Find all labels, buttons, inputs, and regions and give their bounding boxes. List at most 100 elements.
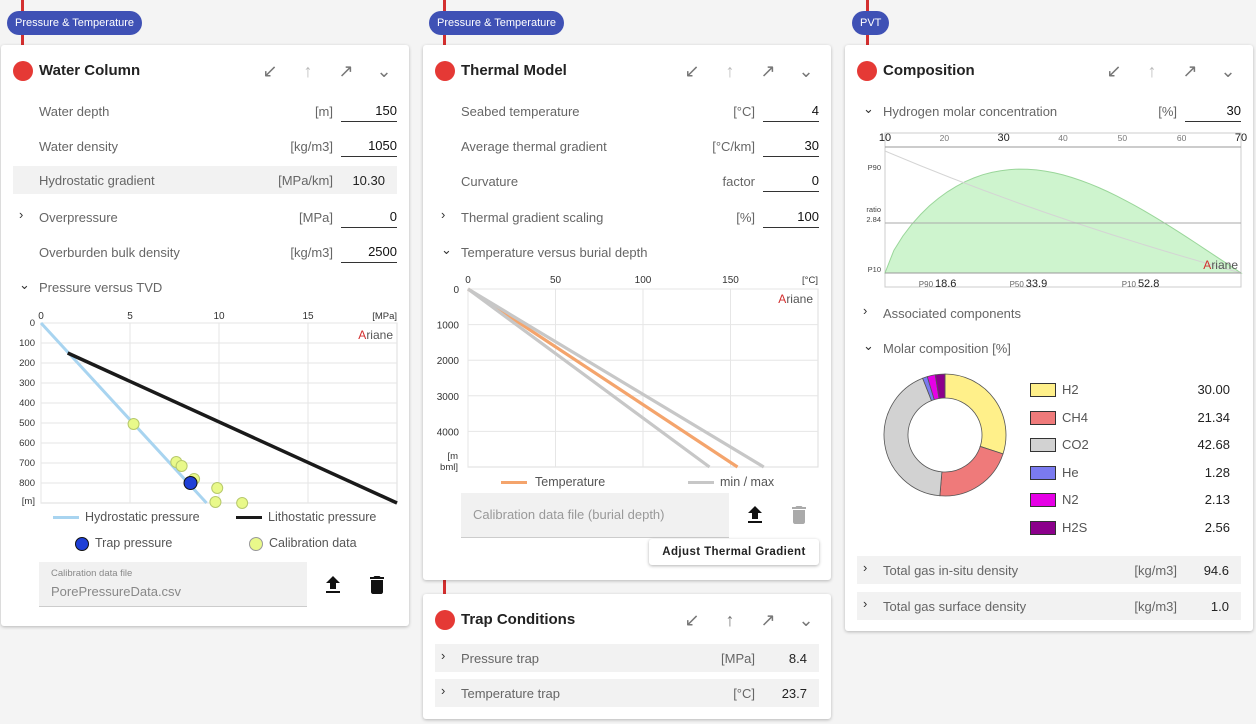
chevron-down-icon[interactable]: ⌄ (798, 610, 814, 630)
chevron-down-icon[interactable]: ⌄ (441, 242, 452, 257)
gas-name: CO2 (1062, 437, 1089, 452)
chart-watermark: Ariane (778, 292, 813, 306)
field-label: Water depth (39, 104, 110, 119)
chevron-right-icon[interactable]: › (441, 207, 446, 222)
chevron-right-icon[interactable]: › (863, 303, 868, 318)
gas-row-he: He 1.28 (1028, 463, 1232, 483)
x-tick-label: 50 (550, 275, 562, 286)
chevron-right-icon[interactable]: › (441, 648, 446, 663)
gas-row-h2: H2 30.00 (1028, 380, 1232, 400)
status-dot (435, 610, 455, 630)
associated-components-row[interactable]: › Associated components (857, 299, 1241, 327)
chevron-right-icon[interactable]: › (863, 596, 868, 611)
arrow-down-left-icon[interactable]: ↙ (262, 61, 278, 81)
chevron-right-icon[interactable]: › (441, 683, 446, 698)
donut-slice (934, 373, 946, 399)
field-unit: [MPa/km] (278, 173, 333, 188)
y-tick-label: 200 (19, 358, 35, 369)
marker-label: P90 (919, 280, 934, 289)
trash-icon[interactable] (787, 503, 811, 527)
seabed-temperature-input[interactable]: 4 (763, 101, 819, 122)
x-tick-label: 100 (635, 275, 652, 286)
overpressure-input[interactable]: 0 (341, 207, 397, 228)
overburden-density-input[interactable]: 2500 (341, 242, 397, 263)
arrow-up-right-icon[interactable]: ↗ (338, 61, 354, 81)
gas-value: 42.68 (1197, 437, 1230, 452)
x-tick-label: 50 (1118, 133, 1128, 143)
calibration-file-field[interactable]: Calibration data file PorePressureData.c… (39, 562, 307, 607)
section-badge[interactable]: Pressure & Temperature (7, 11, 143, 35)
chevron-down-icon[interactable]: ⌄ (19, 277, 30, 292)
chevron-down-icon[interactable]: ⌄ (863, 338, 874, 353)
x-tick-label: 40 (1058, 133, 1068, 143)
molar-composition-row[interactable]: ⌄ Molar composition [%] (857, 334, 1241, 362)
temperature-trap-row[interactable]: › Temperature trap [°C] 23.7 (435, 679, 819, 707)
water-density-input[interactable]: 1050 (341, 136, 397, 157)
marker-label: P50 (1010, 280, 1025, 289)
arrow-down-left-icon[interactable]: ↙ (684, 61, 700, 81)
x-tick-label: 0 (465, 275, 471, 286)
field-unit: [°C/km] (712, 139, 755, 154)
section-badge[interactable]: Pressure & Temperature (429, 11, 565, 35)
upload-icon[interactable] (321, 573, 345, 597)
arrow-up-right-icon[interactable]: ↗ (760, 61, 776, 81)
pressure-chart-section[interactable]: ⌄ Pressure versus TVD (13, 273, 397, 301)
gas-name: H2S (1062, 520, 1088, 535)
legend-temperature: Temperature (501, 475, 605, 489)
gas-swatch (1030, 466, 1056, 480)
arrow-down-left-icon[interactable]: ↙ (684, 610, 700, 630)
y-tick-label: 300 (19, 378, 35, 389)
chevron-right-icon[interactable]: › (19, 207, 24, 222)
status-dot (435, 61, 455, 81)
adjust-thermal-gradient-button[interactable]: Adjust Thermal Gradient (649, 539, 819, 565)
arrow-up-icon[interactable]: ↑ (303, 61, 313, 81)
gradient-scaling-row[interactable]: › Thermal gradient scaling [%] 100 (435, 203, 819, 231)
chevron-down-icon[interactable]: ⌄ (376, 61, 392, 81)
overpressure-row[interactable]: › Overpressure [MPa] 0 (13, 203, 397, 231)
calibration-file-field[interactable]: Calibration data file (burial depth) (461, 493, 729, 538)
calibration-point (209, 496, 222, 508)
temperature-chart-section[interactable]: ⌄ Temperature versus burial depth (435, 238, 819, 266)
chevron-down-icon[interactable]: ⌄ (863, 101, 874, 116)
insitu-density-row[interactable]: › Total gas in-situ density [kg/m3] 94.6 (857, 556, 1241, 584)
water-depth-input[interactable]: 150 (341, 101, 397, 122)
gas-value: 21.34 (1197, 410, 1230, 425)
pressure-trap-row[interactable]: › Pressure trap [MPa] 8.4 (435, 644, 819, 672)
arrow-up-icon[interactable]: ↑ (725, 610, 735, 630)
arrow-up-right-icon[interactable]: ↗ (760, 610, 776, 630)
legend-swatch (688, 481, 714, 485)
hydrogen-concentration-row[interactable]: ⌄ Hydrogen molar concentration [%] 30 (857, 97, 1241, 125)
x-tick-label: 20 (940, 133, 950, 143)
y-tick-label: P10 (868, 265, 881, 274)
section-label: Temperature versus burial depth (461, 245, 648, 260)
x-tick-label: 60 (1177, 133, 1187, 143)
arrow-down-left-icon[interactable]: ↙ (1106, 61, 1122, 81)
arrow-up-icon[interactable]: ↑ (725, 61, 735, 81)
chevron-down-icon[interactable]: ⌄ (798, 61, 814, 81)
thermal-gradient-input[interactable]: 30 (763, 136, 819, 157)
chevron-right-icon[interactable]: › (863, 560, 868, 575)
hydrogen-concentration-input[interactable]: 30 (1185, 101, 1241, 122)
field-unit: [m] (314, 104, 333, 119)
chevron-down-icon[interactable]: ⌄ (1220, 61, 1236, 81)
gradient-scaling-input[interactable]: 100 (763, 207, 819, 228)
arrow-up-icon[interactable]: ↑ (1147, 61, 1157, 81)
molar-composition-donut (883, 373, 1007, 497)
field-unit: [kg/m3] (1134, 599, 1177, 614)
arrow-up-right-icon[interactable]: ↗ (1182, 61, 1198, 81)
trash-icon[interactable] (365, 573, 389, 597)
gas-name: H2 (1062, 382, 1079, 397)
surface-density-row[interactable]: › Total gas surface density [kg/m3] 1.0 (857, 592, 1241, 620)
card-header: Water Column ↙ ↑ ↗ ⌄ (13, 59, 397, 83)
section-badge[interactable]: PVT (852, 11, 890, 35)
legend-trap: Trap pressure (75, 536, 172, 551)
field-label: Seabed temperature (461, 104, 580, 119)
card-header: Trap Conditions ↙ ↑ ↗ ⌄ (435, 608, 819, 632)
upload-icon[interactable] (743, 503, 767, 527)
field-unit: [kg/m3] (290, 245, 333, 260)
y-tick-label: 2.84 (866, 215, 881, 224)
curvature-input[interactable]: 0 (763, 171, 819, 192)
field-label: Thermal gradient scaling (461, 210, 604, 225)
y-axis-unit: [m (447, 451, 458, 462)
